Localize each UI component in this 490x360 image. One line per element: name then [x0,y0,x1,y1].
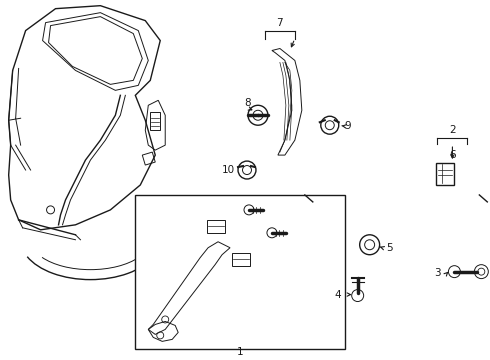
Bar [135,195,345,349]
Text: 5: 5 [386,243,393,253]
Text: 9: 9 [344,121,351,131]
Text: 4: 4 [334,289,341,300]
Text: 1: 1 [237,347,244,357]
Bar [150,112,160,130]
Bar [437,163,454,185]
Text: 6: 6 [449,150,456,160]
Text: 2: 2 [449,125,456,135]
Text: 3: 3 [434,267,441,278]
Bar [232,253,250,266]
Bar [207,220,225,233]
Text: 7: 7 [276,18,283,28]
Text: 10: 10 [221,165,235,175]
Text: 8: 8 [245,98,251,108]
